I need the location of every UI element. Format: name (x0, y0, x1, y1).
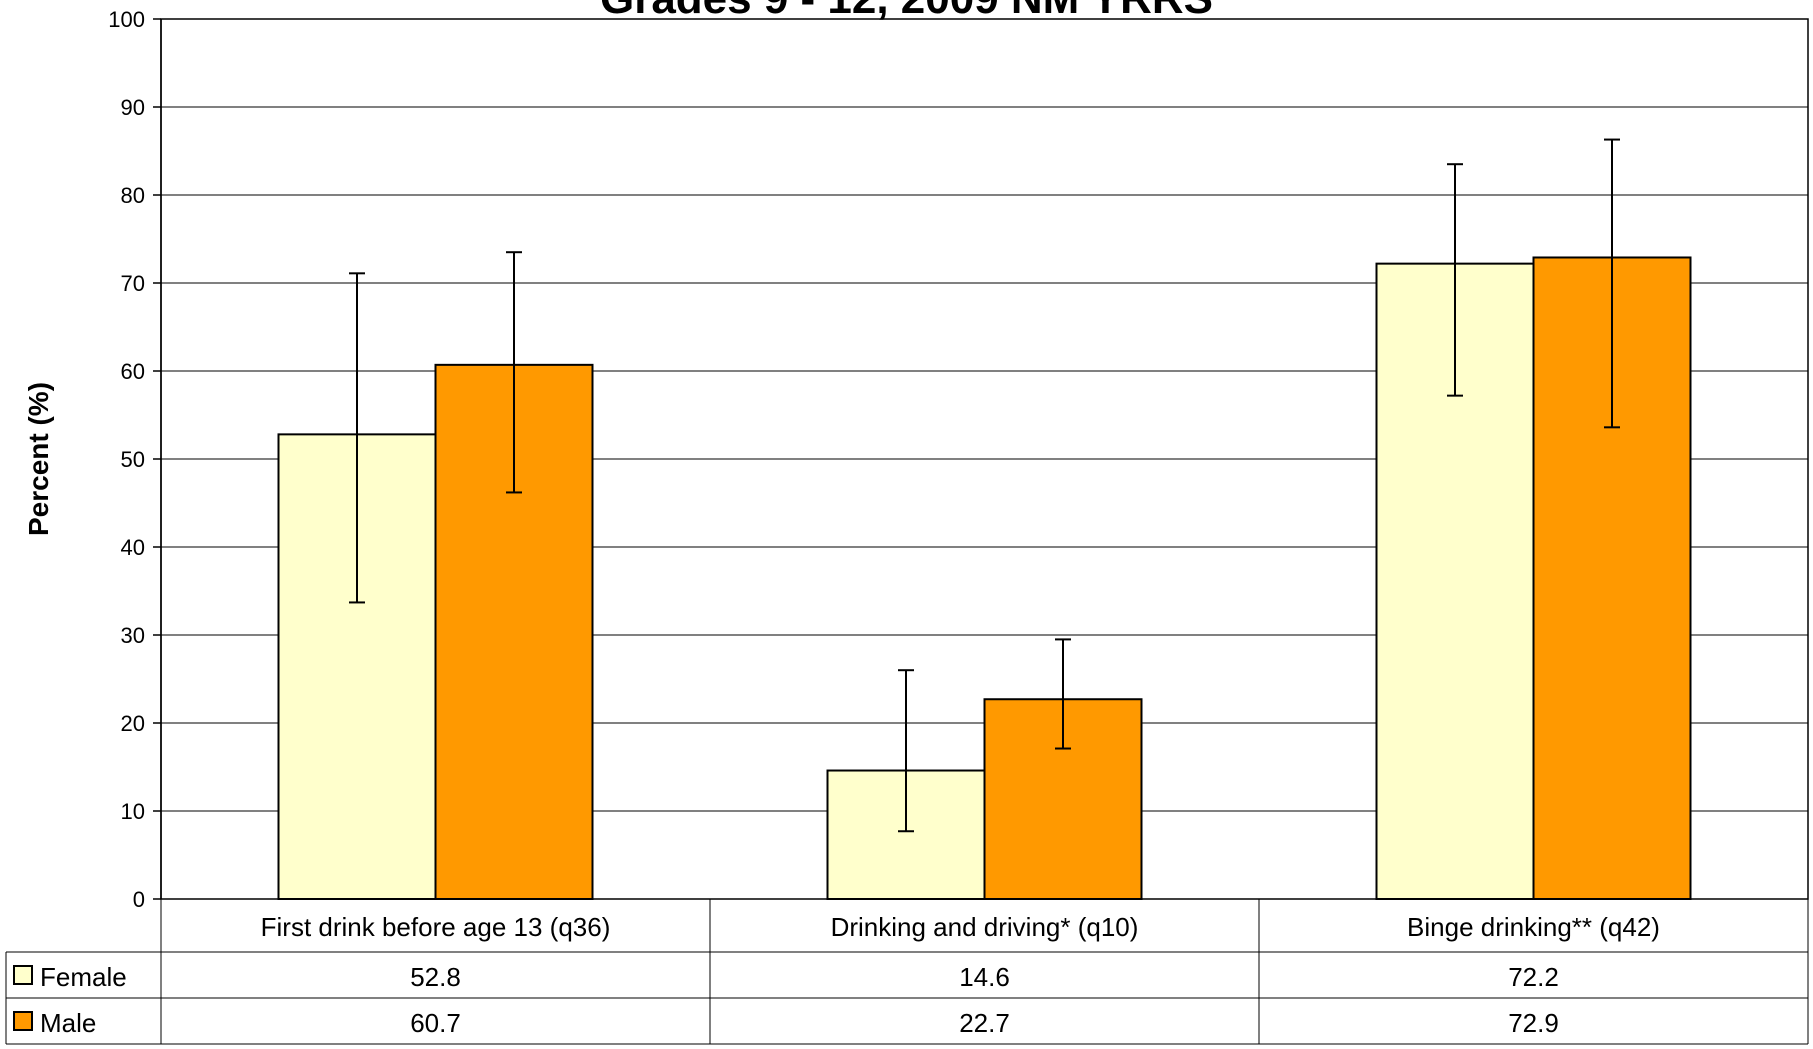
legend-label: Male (40, 1008, 96, 1038)
data-label: 60.7 (410, 1008, 461, 1038)
y-tick-label: 70 (121, 271, 145, 296)
y-tick-label: 0 (133, 887, 145, 912)
y-tick-label: 50 (121, 447, 145, 472)
chart-title: Grades 9 - 12, 2009 NM YRRS (0, 0, 1813, 24)
legend-key-female (13, 965, 33, 985)
category-label: Drinking and driving* (q10) (831, 912, 1139, 942)
data-label: 22.7 (959, 1008, 1010, 1038)
data-label: 14.6 (959, 962, 1010, 992)
legend-label: Female (40, 962, 127, 992)
y-tick-label: 60 (121, 359, 145, 384)
error-bars (349, 138, 1620, 833)
y-tick-label: 10 (121, 799, 145, 824)
y-tick-label: 30 (121, 623, 145, 648)
category-label: First drink before age 13 (q36) (261, 912, 611, 942)
bars (277, 256, 1692, 901)
data-label: 72.9 (1508, 1008, 1559, 1038)
axes: 0 10 20 30 40 50 60 70 80 90 100 (108, 7, 162, 912)
y-tick-label: 40 (121, 535, 145, 560)
y-tick-label: 100 (108, 7, 145, 32)
y-tick-label: 90 (121, 95, 145, 120)
y-tick-label: 20 (121, 711, 145, 736)
y-tick-label: 80 (121, 183, 145, 208)
y-axis-label: Percent (%) (23, 382, 54, 536)
data-label: 52.8 (410, 962, 461, 992)
data-table: First drink before age 13 (q36) Drinking … (5, 899, 1809, 1045)
legend-key-male (13, 1011, 33, 1031)
category-label: Binge drinking** (q42) (1407, 912, 1660, 942)
data-label: 72.2 (1508, 962, 1559, 992)
